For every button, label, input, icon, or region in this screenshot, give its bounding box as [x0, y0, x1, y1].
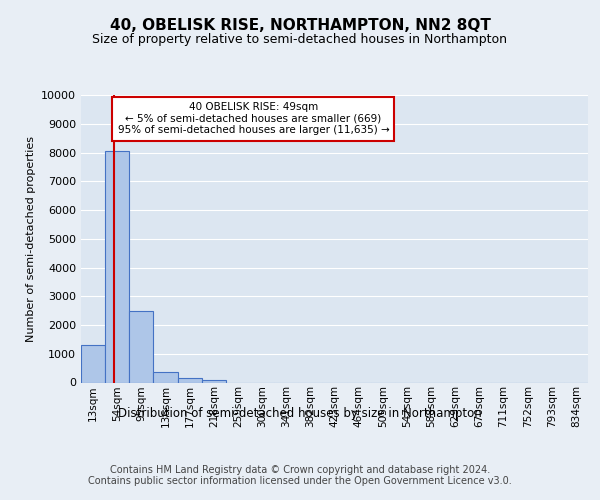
- Bar: [178, 378, 202, 382]
- Bar: [154, 372, 178, 382]
- Bar: [105, 151, 129, 382]
- Text: Contains HM Land Registry data © Crown copyright and database right 2024.: Contains HM Land Registry data © Crown c…: [110, 465, 490, 475]
- Text: Contains public sector information licensed under the Open Government Licence v3: Contains public sector information licen…: [88, 476, 512, 486]
- Text: 40, OBELISK RISE, NORTHAMPTON, NN2 8QT: 40, OBELISK RISE, NORTHAMPTON, NN2 8QT: [110, 18, 490, 32]
- Y-axis label: Number of semi-detached properties: Number of semi-detached properties: [26, 136, 35, 342]
- Bar: [129, 310, 154, 382]
- Bar: [81, 345, 105, 383]
- Text: Size of property relative to semi-detached houses in Northampton: Size of property relative to semi-detach…: [92, 32, 508, 46]
- Text: Distribution of semi-detached houses by size in Northampton: Distribution of semi-detached houses by …: [118, 408, 482, 420]
- Text: 40 OBELISK RISE: 49sqm
← 5% of semi-detached houses are smaller (669)
95% of sem: 40 OBELISK RISE: 49sqm ← 5% of semi-deta…: [118, 102, 389, 136]
- Bar: [202, 380, 226, 382]
